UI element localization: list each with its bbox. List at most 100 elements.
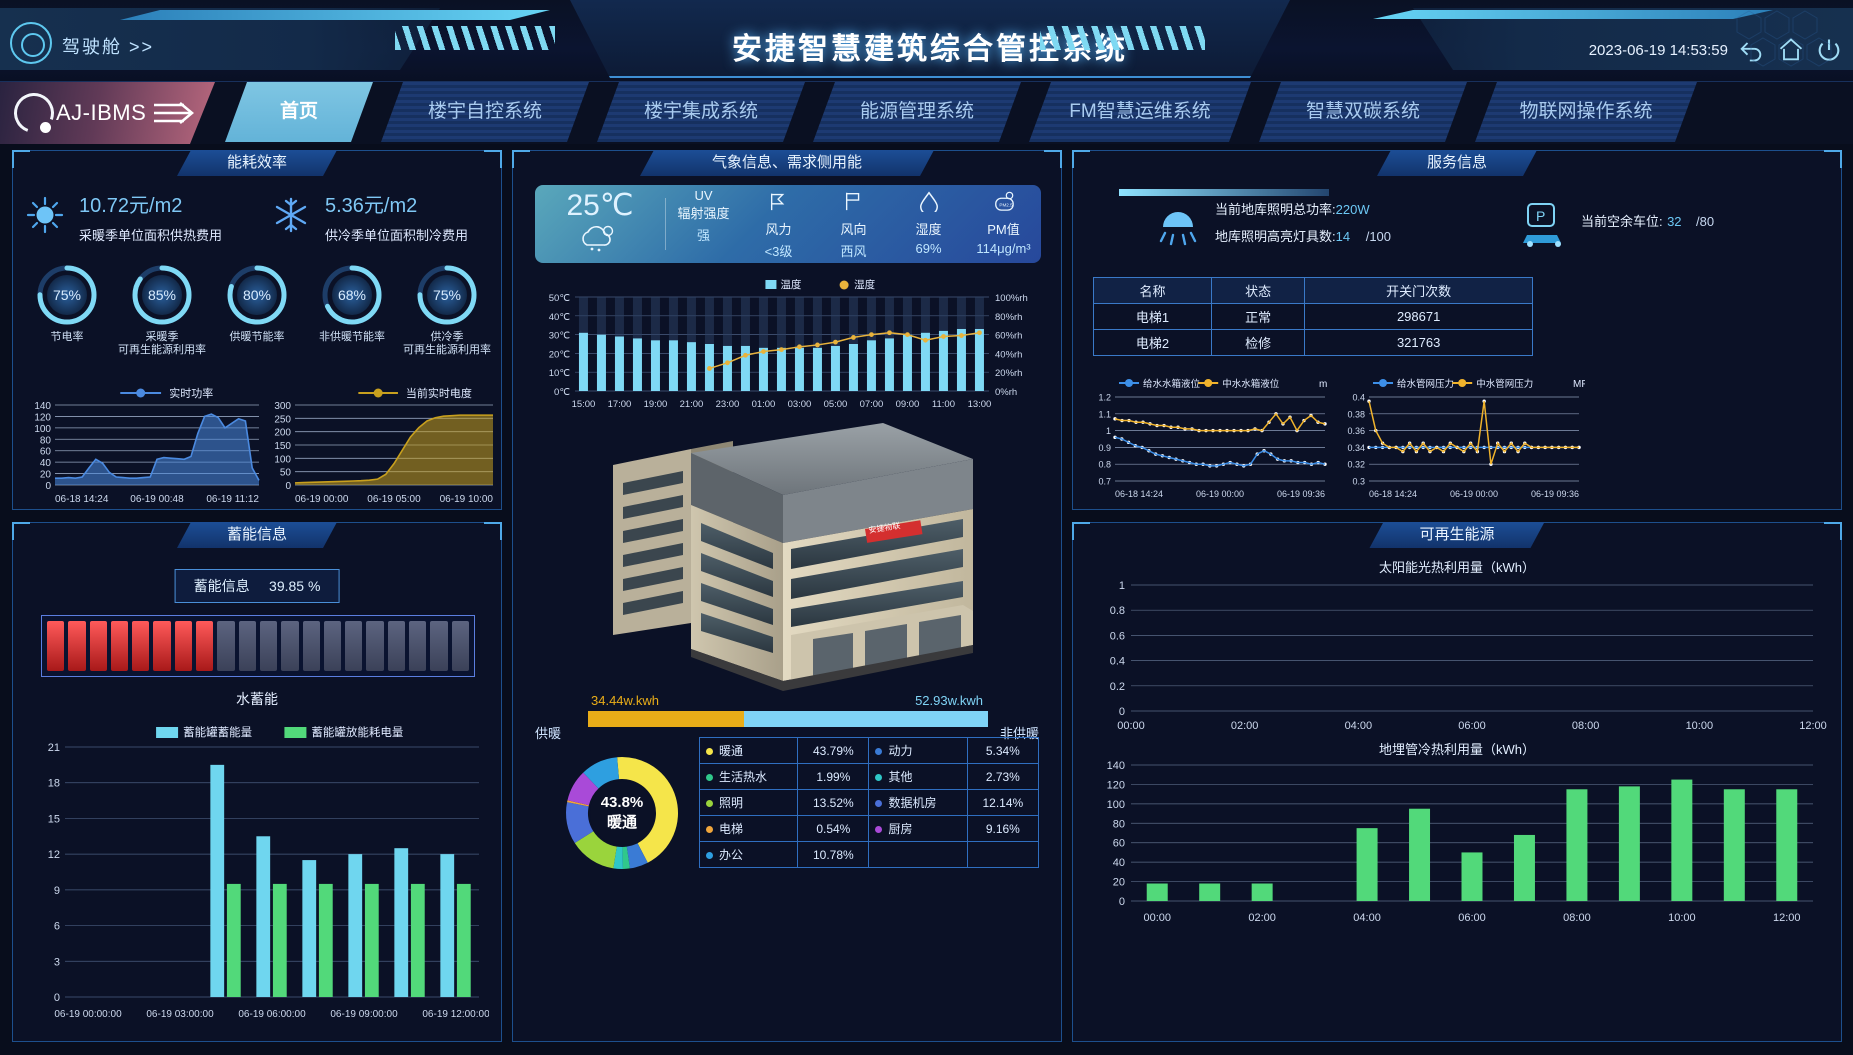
gauge-ring-icon <box>322 265 382 325</box>
parking-value: 32 <box>1667 214 1682 229</box>
weather-metric-value: 69% <box>915 241 942 256</box>
svg-text:120: 120 <box>34 412 51 423</box>
header-hatch-right-decor <box>1040 26 1205 50</box>
nav-tab-3[interactable]: 能源管理系统 <box>813 82 1021 142</box>
parking-total: /80 <box>1696 214 1715 229</box>
water-pressure-chart: 0.3 0.32 0.34 0.36 0.38 0.4 给水管网压力 中水管网压力 MPa 06-… <box>1347 378 1585 499</box>
nav-tab-0[interactable]: 首页 <box>225 82 373 142</box>
gauge-label: 节电率 <box>50 331 84 343</box>
gauge-label: 采暖季 可再生能源利用率 <box>118 331 206 356</box>
legend-dot-icon <box>875 748 883 755</box>
svg-text:06-19 00:00: 06-19 00:00 <box>1450 489 1498 499</box>
svg-text:15: 15 <box>48 813 60 825</box>
lamp-icon <box>1159 212 1197 246</box>
storage-subtitle: 水蓄能 <box>236 691 278 707</box>
svg-text:30℃: 30℃ <box>549 331 571 342</box>
svg-text:6: 6 <box>54 921 60 933</box>
svg-text:06-19 09:36: 06-19 09:36 <box>1277 489 1325 499</box>
svg-text:给水管网压力: 给水管网压力 <box>1397 378 1454 390</box>
svg-text:0.34: 0.34 <box>1347 443 1365 453</box>
energy-table-row: 生活热水 1.99% 其他 2.73% <box>698 763 1040 790</box>
weather-metric-value: 114μg/m³ <box>976 241 1031 256</box>
gauge-value: 75% <box>432 287 462 303</box>
cockpit-link[interactable]: 驾驶舱 >> <box>62 37 155 57</box>
wind-direction-icon <box>845 192 859 211</box>
home-icon[interactable] <box>1777 36 1805 64</box>
svg-text:1: 1 <box>1106 426 1111 436</box>
undo-icon[interactable] <box>1737 36 1765 64</box>
svg-text:04:00: 04:00 <box>1345 720 1373 732</box>
weather-metric-1: 风力 <3级 <box>741 188 816 260</box>
svg-text:08:00: 08:00 <box>1572 720 1600 732</box>
energy-table-row: 办公 10.78% <box>698 841 1040 868</box>
storage-cell <box>217 621 235 671</box>
energy-split-right <box>744 711 988 727</box>
svg-text:0.36: 0.36 <box>1347 426 1365 436</box>
gauge-ring-icon <box>132 265 192 325</box>
heating-fee-label: 采暖季单位面积供热费用 <box>79 228 223 243</box>
svg-text:06-19 10:00: 06-19 10:00 <box>440 494 494 505</box>
energy-item-value <box>966 841 1040 868</box>
svg-text:MPa: MPa <box>1573 379 1585 390</box>
svg-text:140: 140 <box>34 401 51 412</box>
energy-consumption-table: 暖通 43.79% 动力 5.34% 生活热水 1.99% 其他 2.73% 照明 13.52% 数… <box>698 737 1040 868</box>
header-left-accent-line <box>120 10 550 20</box>
fee-summary-row: 10.72元/m2 采暖季单位面积供热费用 5.36元/m2 供冷季单位面积制冷… <box>13 189 501 251</box>
nav-tab-2[interactable]: 楼宇集成系统 <box>597 82 805 142</box>
svg-text:1.1: 1.1 <box>1098 409 1111 419</box>
hexagon-decor <box>1736 10 1832 67</box>
humidity-icon <box>919 191 938 216</box>
svg-text:给水水箱液位: 给水水箱液位 <box>1143 378 1201 390</box>
energy-item-value: 12.14% <box>966 789 1040 816</box>
gauge-3: 68% 非供暖节能率 <box>306 263 398 344</box>
energy-split-bar <box>588 711 988 727</box>
energy-table-row: 电梯 0.54% 厨房 9.16% <box>698 815 1040 842</box>
wind-force-icon <box>770 193 784 211</box>
storage-cell <box>132 621 150 671</box>
svg-text:40: 40 <box>40 458 52 469</box>
lighting-power-value: 220W <box>1335 202 1370 217</box>
service-info-panel: 服务信息 当前地库照明总功率:220W 地库照明高亮灯具数:14 /100 <box>1072 150 1842 510</box>
svg-text:50℃: 50℃ <box>549 293 571 304</box>
lighting-power-line: 当前地库照明总功率:220W <box>1215 199 1391 218</box>
svg-text:20%rh: 20%rh <box>995 368 1022 379</box>
nav-tab-1[interactable]: 楼宇自控系统 <box>381 82 589 142</box>
svg-text:80%rh: 80%rh <box>995 312 1022 323</box>
parking-label: 当前空余车位: <box>1581 214 1663 229</box>
storage-cell <box>47 621 65 671</box>
power-icon[interactable] <box>1815 36 1843 64</box>
service-info-title: 服务信息 <box>1377 150 1537 176</box>
lamp-count-total: /100 <box>1365 229 1392 244</box>
svg-text:06-19 00:00: 06-19 00:00 <box>1196 489 1244 499</box>
svg-text:80: 80 <box>1113 818 1125 830</box>
gauge-value: 80% <box>242 287 272 303</box>
storage-cell <box>345 621 363 671</box>
nav-tab-5[interactable]: 智慧双碳系统 <box>1259 82 1467 142</box>
svg-text:当前实时电度: 当前实时电度 <box>406 386 472 400</box>
svg-text:40℃: 40℃ <box>549 312 571 323</box>
menu-arrow-icon[interactable] <box>152 98 194 128</box>
nav-tab-4[interactable]: FM智慧运维系统 <box>1029 82 1251 142</box>
svg-text:0: 0 <box>1119 706 1125 718</box>
solar-thermal-chart: 0 0.2 0.4 0.6 0.8 1 00:00 02:00 04:00 06:00 08:00 1… <box>1110 580 1827 732</box>
svg-text:m: m <box>1319 379 1327 390</box>
svg-text:20℃: 20℃ <box>549 349 571 360</box>
gauge-2: 80% 供暖节能率 <box>211 263 303 344</box>
svg-text:11:00: 11:00 <box>932 399 955 410</box>
storage-badge-value: 39.85 % <box>269 578 321 594</box>
svg-text:02:00: 02:00 <box>1231 720 1259 732</box>
current-datetime: 2023-06-19 14:53:59 <box>1588 42 1728 59</box>
energy-item-name: 数据机房 <box>868 789 968 816</box>
service-info-rows: 当前地库照明总功率:220W 地库照明高亮灯具数:14 /100 P 当前空余车… <box>1089 189 1829 251</box>
svg-text:100%rh: 100%rh <box>995 293 1028 304</box>
energy-item-name <box>868 841 968 868</box>
weather-metric-name: 风向 <box>840 222 867 237</box>
gauge-1: 85% 采暖季 可再生能源利用率 <box>116 263 208 357</box>
gauge-0: 75% 节电率 <box>21 263 113 344</box>
svg-text:04:00: 04:00 <box>1353 912 1381 924</box>
svg-text:湿度: 湿度 <box>854 278 876 291</box>
svg-text:21:00: 21:00 <box>680 399 704 410</box>
brand-logo-area[interactable]: AJ-IBMS <box>0 82 215 144</box>
legend-dot-icon <box>706 748 713 755</box>
nav-tab-6[interactable]: 物联网操作系统 <box>1475 82 1697 142</box>
